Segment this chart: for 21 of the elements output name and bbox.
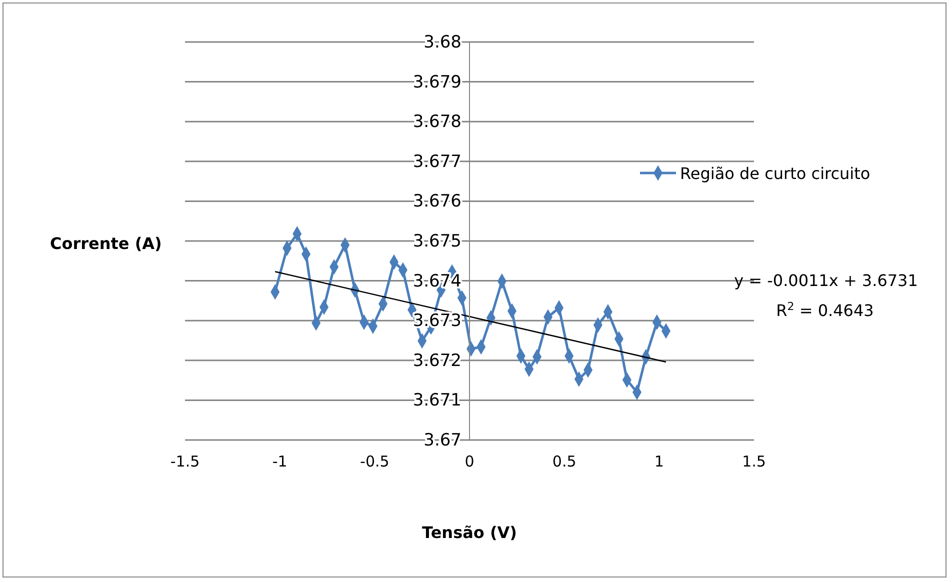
text: R$^{2}$ = 0.4643: [776, 300, 874, 320]
x-tick-label: -1.5: [170, 452, 200, 471]
x-tick-label: -0.5: [360, 452, 390, 471]
x-axis-title: Tensão (V): [422, 523, 517, 542]
x-tick-label: 0: [464, 452, 474, 471]
x-tick-label: 1: [654, 452, 664, 471]
y-tick-label: 3.676: [412, 192, 462, 212]
y-tick-label: 3.678: [412, 112, 462, 132]
y-tick-label: 3.67: [424, 430, 462, 450]
y-tick-label: 3.677: [412, 152, 462, 172]
x-tick-label: 1.5: [742, 452, 766, 471]
x-tick-label: 0.5: [552, 452, 576, 471]
y-axis-title: Corrente (A): [50, 234, 162, 253]
y-tick-label: 3.68: [424, 32, 462, 52]
y-tick-label: 3.671: [412, 390, 462, 411]
y-tick-label: 3.675: [412, 231, 462, 252]
annotation: y = -0.0011x + 3.6731: [734, 271, 918, 290]
y-tick-label: 3.679: [412, 72, 462, 92]
x-tick-label: -1: [272, 452, 288, 471]
legend-label: Região de curto circuito: [680, 164, 870, 183]
y-tick-label: 3.672: [412, 350, 462, 371]
